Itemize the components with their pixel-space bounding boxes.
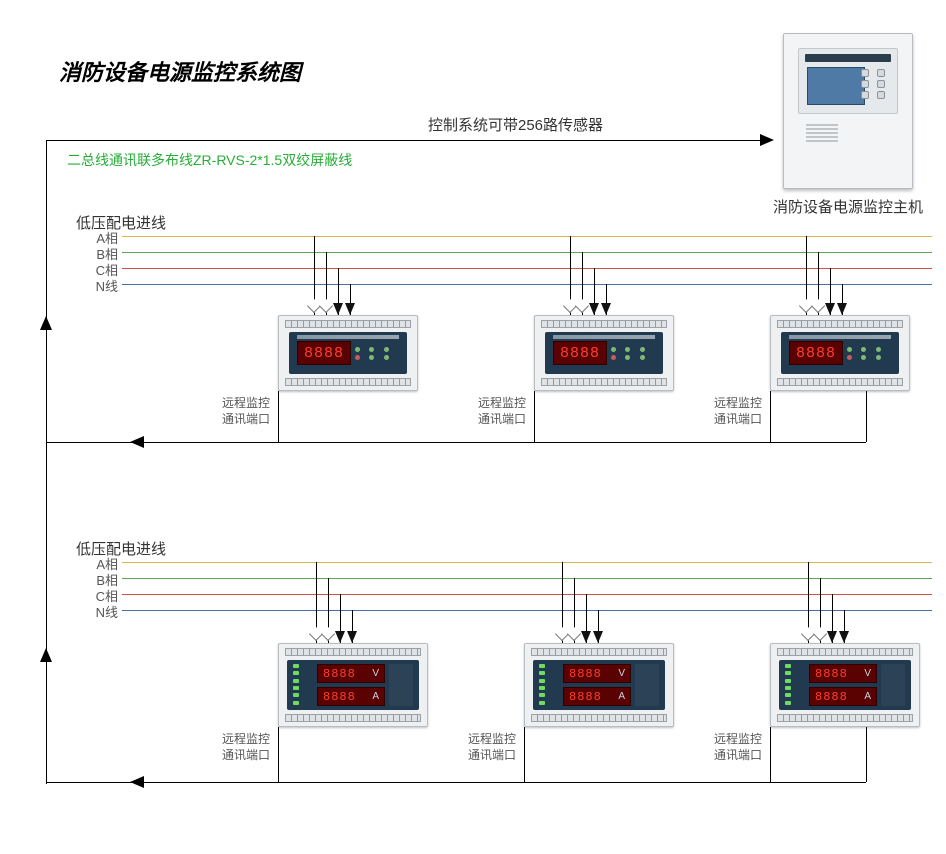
tap-arrow-icon — [567, 627, 581, 641]
port-label: 远程监控通讯端口 — [714, 731, 762, 763]
bus-return-1 — [46, 442, 866, 443]
device-display: 8888 — [796, 345, 836, 362]
port-label: 远程监控通讯端口 — [468, 731, 516, 763]
tap-arrow-icon — [333, 303, 343, 315]
host-controller — [783, 33, 913, 189]
tap-arrow-icon — [335, 631, 345, 643]
device-display: 8888 — [304, 345, 344, 362]
diagram-title: 消防设备电源监控系统图 — [59, 55, 301, 87]
tap-arrow-icon — [581, 631, 591, 643]
bus-return-2-drop — [866, 727, 867, 782]
device-display: 8888 — [560, 345, 600, 362]
bus-return-2 — [46, 782, 866, 783]
device-display-a: 8888 — [323, 690, 356, 704]
sensor-device-2-3: 8888 V 8888 A — [770, 643, 920, 727]
port-line — [534, 391, 535, 442]
sensor-device-2-2: 8888 V 8888 A — [524, 643, 674, 727]
tap-arrow-icon — [601, 303, 611, 315]
bus-wiring-label: 二总线通讯联多布线ZR-RVS-2*1.5双绞屏蔽线 — [67, 150, 352, 170]
sensor-device-1-1: 8888 — [278, 315, 418, 391]
unit-a: A — [372, 691, 379, 702]
bus-trunk-arrow-2 — [40, 648, 52, 662]
device-leds-icon — [539, 664, 557, 706]
phase-a-line-1 — [122, 236, 932, 237]
device-display-a: 8888 — [569, 690, 602, 704]
bus-return-arrow-2 — [130, 776, 144, 788]
tap-arrow-icon — [347, 631, 357, 643]
bus-trunk-vertical — [46, 140, 47, 784]
device-display-a: 8888 — [815, 690, 848, 704]
port-line — [278, 391, 279, 442]
bus-arrow-to-host — [760, 134, 774, 146]
bus-trunk-arrow-1 — [40, 316, 52, 330]
device-leds-icon — [293, 664, 311, 706]
port-line — [770, 727, 771, 782]
tap-arrow-icon — [839, 631, 849, 643]
phase-n-label-2: N线 — [78, 602, 118, 621]
sensor-count-label: 控制系统可带256路传感器 — [428, 114, 603, 135]
phase-n-line-1 — [122, 284, 932, 285]
phase-c-line-2 — [122, 594, 932, 595]
tap-arrow-icon — [593, 631, 603, 643]
unit-a: A — [618, 691, 625, 702]
bus-line-top — [46, 140, 762, 141]
phase-b-line-2 — [122, 578, 932, 579]
host-vent-icon — [806, 122, 838, 142]
sensor-device-2-1: 8888 V 8888 A — [278, 643, 428, 727]
unit-v: V — [372, 668, 379, 679]
port-line — [524, 727, 525, 782]
bus-return-1-drop — [866, 391, 867, 442]
tap-arrow-icon — [345, 303, 355, 315]
phase-n-label-1: N线 — [78, 276, 118, 295]
port-line — [278, 727, 279, 782]
tap-arrow-icon — [811, 299, 825, 313]
host-label: 消防设备电源监控主机 — [766, 196, 930, 217]
tap-arrow-icon — [321, 627, 335, 641]
device-display-v: 8888 — [323, 667, 356, 681]
sensor-device-1-2: 8888 — [534, 315, 674, 391]
tap-arrow-icon — [589, 303, 599, 315]
phase-c-line-1 — [122, 268, 932, 269]
device-leds-icon — [785, 664, 803, 706]
tap-arrow-icon — [575, 299, 589, 313]
phase-a-line-2 — [122, 562, 932, 563]
port-line — [770, 391, 771, 442]
device-display-v: 8888 — [569, 667, 602, 681]
host-display-icon — [807, 67, 865, 105]
unit-a: A — [864, 691, 871, 702]
device-display-v: 8888 — [815, 667, 848, 681]
port-label: 远程监控通讯端口 — [222, 731, 270, 763]
unit-v: V — [618, 668, 625, 679]
host-buttons-icon — [861, 69, 889, 99]
port-label: 远程监控通讯端口 — [222, 395, 270, 427]
tap-arrow-icon — [319, 299, 333, 313]
bus-return-arrow-1 — [130, 436, 144, 448]
tap-arrow-icon — [827, 631, 837, 643]
tap-arrow-icon — [825, 303, 835, 315]
unit-v: V — [864, 668, 871, 679]
phase-b-line-1 — [122, 252, 932, 253]
port-label: 远程监控通讯端口 — [714, 395, 762, 427]
tap-arrow-icon — [813, 627, 827, 641]
tap-arrow-icon — [837, 303, 847, 315]
sensor-device-1-3: 8888 — [770, 315, 910, 391]
phase-n-line-2 — [122, 610, 932, 611]
port-label: 远程监控通讯端口 — [478, 395, 526, 427]
